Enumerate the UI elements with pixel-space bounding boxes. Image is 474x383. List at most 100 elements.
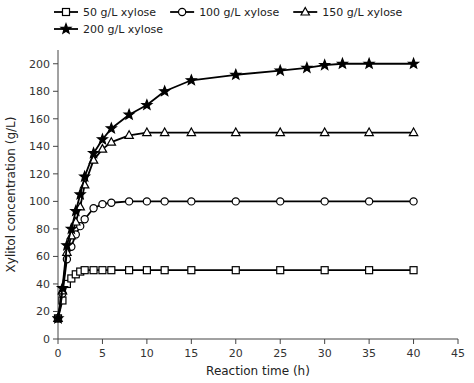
series <box>53 59 418 323</box>
point <box>81 216 88 223</box>
point <box>126 267 133 274</box>
y-tick-label: 20 <box>36 305 50 318</box>
point <box>231 70 241 79</box>
y-axis-label: Xylitol concentration (g/L) <box>4 117 18 273</box>
x-tick <box>58 339 59 344</box>
point <box>365 128 373 136</box>
x-tick-label: 15 <box>184 347 198 360</box>
point <box>321 267 328 274</box>
point <box>160 128 168 136</box>
x-tick <box>146 339 147 344</box>
legend-label: 200 g/L xylose <box>83 23 163 36</box>
x-axis-label: Reaction time (h) <box>206 364 310 378</box>
legend-entry: 200 g/L xylose <box>54 23 163 36</box>
point <box>276 128 284 136</box>
x-axis-line <box>58 339 458 340</box>
series <box>54 198 417 322</box>
chart: 50 g/L xylose 100 g/L xylose 150 g/L xylos… <box>0 0 474 383</box>
point <box>321 198 328 205</box>
x-tick-label: 45 <box>451 347 465 360</box>
point <box>409 59 419 68</box>
y-tick-label: 140 <box>29 140 50 153</box>
point <box>366 267 373 274</box>
point <box>90 267 97 274</box>
point <box>106 123 116 132</box>
y-tick-label: 40 <box>36 278 50 291</box>
point <box>302 63 312 72</box>
x-tick <box>413 339 414 344</box>
y-tick <box>53 339 58 340</box>
x-tick-label: 5 <box>99 347 106 360</box>
x-tick-label: 40 <box>407 347 421 360</box>
point <box>277 198 284 205</box>
y-tick <box>53 228 58 229</box>
y-tick-label: 180 <box>29 85 50 98</box>
point <box>98 145 106 153</box>
y-tick-label: 60 <box>36 250 50 263</box>
point <box>124 109 134 118</box>
series-line <box>58 201 414 318</box>
point <box>410 198 417 205</box>
point <box>232 128 240 136</box>
x-tick-label: 25 <box>273 347 287 360</box>
series <box>54 128 418 321</box>
y-tick <box>53 118 58 119</box>
legend-marker <box>179 8 186 15</box>
point <box>58 283 68 292</box>
x-tick-label: 10 <box>140 347 154 360</box>
point <box>409 128 417 136</box>
x-tick <box>191 339 192 344</box>
point <box>89 148 99 157</box>
point <box>142 100 152 109</box>
point <box>143 198 150 205</box>
x-tick <box>235 339 236 344</box>
point <box>320 60 330 69</box>
point <box>275 65 285 74</box>
point <box>186 75 196 84</box>
y-tick-label: 0 <box>43 333 50 346</box>
legend: 50 g/L xylose 100 g/L xylose 150 g/L xylos… <box>54 6 403 36</box>
point <box>366 198 373 205</box>
x-tick-label: 20 <box>229 347 243 360</box>
x-tick <box>102 339 103 344</box>
y-tick <box>53 283 58 284</box>
y-tick <box>53 201 58 202</box>
point <box>161 267 168 274</box>
point <box>232 198 239 205</box>
point <box>107 138 115 146</box>
y-tick <box>53 146 58 147</box>
point <box>108 199 115 206</box>
point <box>90 205 97 212</box>
legend-label: 100 g/L xylose <box>199 6 279 19</box>
point <box>53 313 63 322</box>
y-tick-label: 160 <box>29 113 50 126</box>
point <box>75 189 85 198</box>
point <box>143 128 151 136</box>
point <box>160 86 170 95</box>
point <box>99 201 106 208</box>
point <box>81 267 88 274</box>
point <box>98 134 108 143</box>
point <box>66 224 76 233</box>
y-tick <box>53 311 58 312</box>
plot-marks <box>53 59 418 323</box>
legend-entry: 100 g/L xylose <box>170 6 279 19</box>
y-tick-label: 80 <box>36 223 50 236</box>
x-tick <box>324 339 325 344</box>
point <box>187 128 195 136</box>
y-tick <box>53 173 58 174</box>
series <box>55 267 418 322</box>
legend-entry: 150 g/L xylose <box>293 6 402 19</box>
point <box>277 267 284 274</box>
legend-marker <box>63 9 70 16</box>
point <box>188 198 195 205</box>
legend-label: 50 g/L xylose <box>83 6 156 19</box>
point <box>125 131 133 139</box>
y-axis-line <box>58 50 59 339</box>
point <box>364 59 374 68</box>
point <box>410 267 417 274</box>
point <box>71 206 81 215</box>
legend-marker <box>301 8 309 16</box>
series-line <box>58 64 414 319</box>
y-tick <box>53 91 58 92</box>
